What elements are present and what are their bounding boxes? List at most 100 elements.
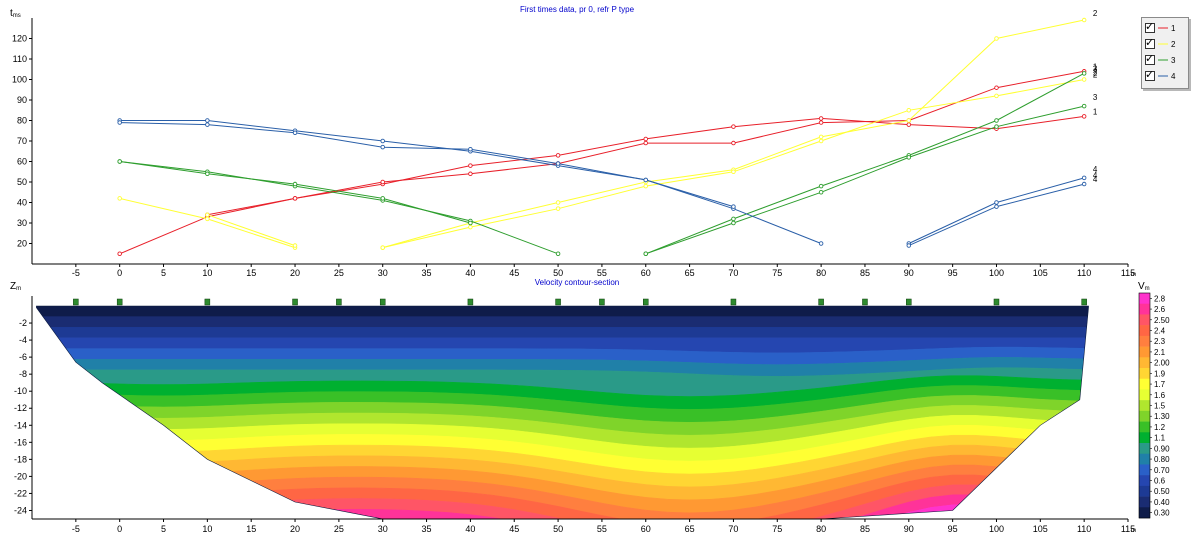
- x-tick-label: 110: [1077, 524, 1091, 534]
- x-tick-label: 95: [948, 524, 958, 534]
- legend-checkbox[interactable]: [1145, 20, 1155, 33]
- geophone-marker: [73, 298, 79, 306]
- series-1-point: [906, 122, 912, 127]
- colorbar-swatch: [1139, 432, 1150, 444]
- curve-label: 4: [1093, 165, 1098, 174]
- series-4-point: [643, 177, 649, 183]
- series-1-point: [468, 171, 473, 177]
- curve-label: 1: [1093, 62, 1098, 71]
- colorbar-tick-label: 0.30: [1154, 509, 1170, 518]
- colorbar-swatch: [1139, 335, 1150, 347]
- colorbar-tick-label: 1.9: [1154, 369, 1166, 378]
- x-tick-label: 20: [290, 268, 300, 278]
- geophone-marker: [555, 298, 561, 306]
- y-axis-label: tms: [10, 8, 21, 19]
- x-tick-label: 60: [641, 524, 651, 534]
- series-4-point: [994, 200, 999, 205]
- y-tick-label: 30: [17, 218, 27, 228]
- legend-label: 4: [1171, 71, 1176, 81]
- z-axis-label: Zm: [10, 281, 21, 292]
- colorbar-tick-label: 1.1: [1154, 434, 1166, 443]
- z-tick-label: -14: [14, 420, 27, 430]
- x-tick-label: 85: [860, 524, 870, 534]
- colorbar-swatch: [1139, 400, 1150, 412]
- series-1-point: [117, 251, 122, 256]
- y-tick-label: 20: [17, 239, 27, 249]
- y-tick-label: 70: [17, 136, 27, 146]
- legend-checkbox[interactable]: [1145, 52, 1155, 65]
- colorbar-tick-label: 2.1: [1154, 348, 1166, 357]
- x-tick-label: 0: [117, 268, 122, 278]
- z-tick-label: -4: [19, 335, 27, 345]
- z-tick-label: -6: [19, 352, 27, 362]
- colorbar-tick-label: 0.50: [1154, 487, 1170, 496]
- colorbar-tick-label: 1.7: [1154, 380, 1166, 389]
- colorbar-tick-label: 1.5: [1154, 402, 1166, 411]
- legend-label: 2: [1171, 39, 1176, 49]
- series-4-point: [380, 144, 385, 150]
- colorbar-swatch: [1139, 368, 1150, 380]
- colorbar-tick-label: 0.80: [1154, 455, 1170, 464]
- colorbar-swatch: [1139, 507, 1150, 519]
- legend-item-4[interactable]: 4: [1145, 68, 1185, 83]
- x-tick-label: 70: [728, 524, 738, 534]
- series-4-line: [908, 183, 1085, 247]
- colorbar-swatch: [1139, 346, 1150, 358]
- series-3-point: [205, 171, 210, 177]
- colorbar-swatch: [1139, 410, 1150, 422]
- series-2-point: [468, 224, 473, 230]
- colorbar-swatch: [1139, 453, 1150, 465]
- x-tick-label: 100: [989, 268, 1004, 278]
- x-tick-label: 60: [641, 268, 651, 278]
- legend-checkbox[interactable]: [1145, 68, 1155, 81]
- x-tick-label: 10: [202, 268, 212, 278]
- curve-label: 2: [1093, 9, 1098, 18]
- colorbar-tick-label: 2.6: [1154, 305, 1166, 314]
- x-tick-label: 65: [685, 524, 695, 534]
- series-4-point: [468, 146, 473, 152]
- series-3-point: [731, 220, 736, 226]
- legend-item-3[interactable]: 3: [1145, 52, 1185, 67]
- series-1-point: [818, 116, 824, 121]
- contour-band: [36, 316, 1089, 328]
- series-2-point: [818, 134, 824, 140]
- colorbar-swatch: [1139, 464, 1150, 476]
- legend-marker-icon: [1158, 59, 1168, 61]
- geophone-marker: [467, 298, 474, 306]
- z-tick-label: -18: [14, 454, 27, 464]
- x-tick-label: 35: [422, 524, 432, 534]
- top-tick-labels: 20 30 40 50 60 70 80 90 100 110 120 -5 0 5 10 15 20 25 30 3…: [12, 34, 1136, 279]
- series-3-point: [818, 189, 824, 195]
- x-tick-label: 25: [334, 268, 344, 278]
- series-2-point: [117, 196, 122, 201]
- series-4-point: [818, 241, 824, 246]
- series-lines: [117, 17, 1087, 256]
- series-1-point: [994, 85, 999, 90]
- series-3-point: [643, 251, 649, 256]
- x-tick-label: 100: [989, 524, 1004, 534]
- series-2-point: [1081, 17, 1087, 23]
- bottom-tick-labels: -2 -4 -6 -8 -10 -12 -14 -16 -18 -20 -22 -24 -5 0 5 10 15…: [14, 318, 1136, 534]
- colorbar-swatch: [1139, 357, 1150, 369]
- series-1-point: [731, 124, 736, 129]
- series-1-point: [818, 120, 824, 125]
- curve-label: 1: [1093, 107, 1098, 116]
- series-legend: 1 2 3 4: [1141, 17, 1189, 89]
- legend-item-1[interactable]: 1: [1145, 20, 1185, 35]
- series-4-point: [205, 118, 210, 123]
- x-tick-label: 105: [1033, 268, 1048, 278]
- x-tick-label: 25: [334, 524, 344, 534]
- series-1-point: [731, 140, 736, 146]
- colorbar-tick-label: 2.00: [1154, 359, 1170, 368]
- colorbar-swatch: [1139, 389, 1150, 401]
- series-1-point: [292, 196, 298, 201]
- series-3-point: [731, 216, 736, 222]
- legend-item-2[interactable]: 2: [1145, 36, 1185, 51]
- legend-checkbox[interactable]: [1145, 36, 1155, 49]
- colorbar-tick-label: 0.90: [1154, 444, 1170, 453]
- colorbar-tick-label: 0.40: [1154, 498, 1170, 507]
- series-2-line: [207, 214, 296, 247]
- colorbar-swatch: [1139, 443, 1150, 455]
- x-tick-label: 95: [948, 268, 958, 278]
